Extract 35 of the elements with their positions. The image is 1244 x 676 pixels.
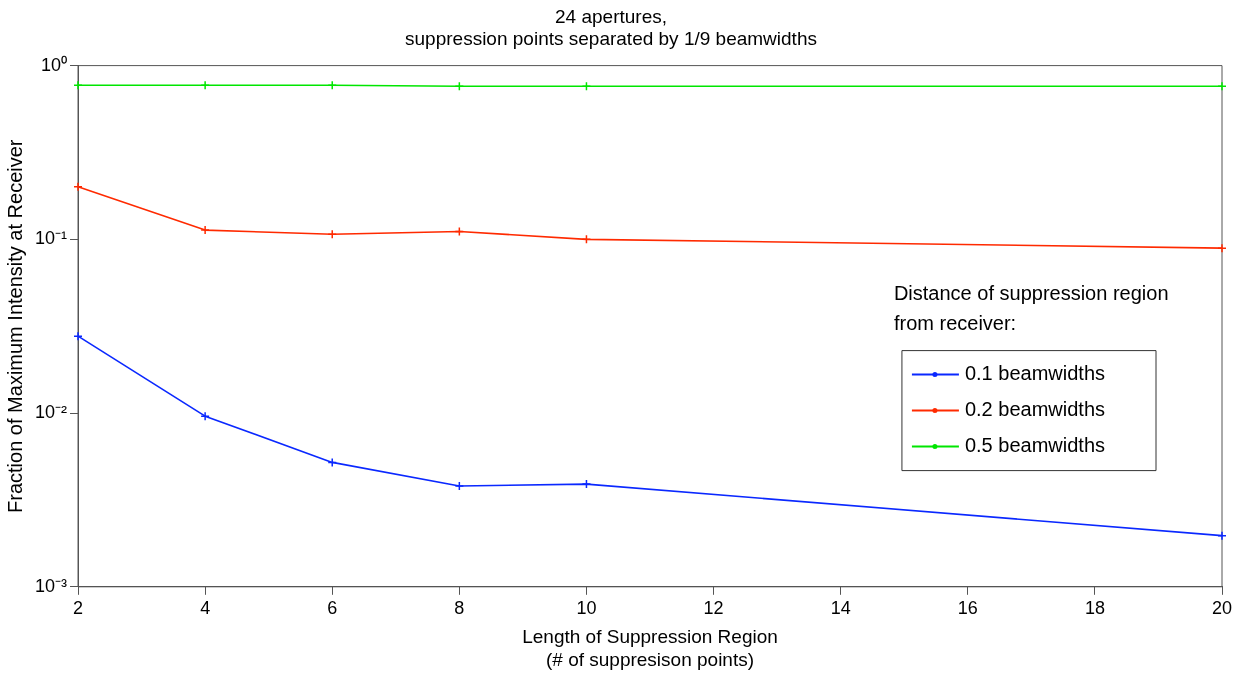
point <box>73 80 83 91</box>
point <box>200 225 210 235</box>
x-tick-label: 20 <box>1211 597 1233 618</box>
x-axis-title: Length of Suppression Region (# of suppresison points) <box>522 626 778 670</box>
legend-label: 0.1 beamwidths <box>964 362 1105 385</box>
y-axis-title: Fraction of Maximum Intensity at Receiver <box>3 139 26 513</box>
point <box>73 331 83 341</box>
chart-title: 24 apertures, suppression points separated by 1/9 beamwidths <box>405 5 817 50</box>
point <box>1217 81 1227 92</box>
point <box>327 457 337 468</box>
legend-label: 0.5 beamwidths <box>964 434 1105 457</box>
x-tick-label: 14 <box>830 597 851 618</box>
legend-label: 0.2 beamwidths <box>964 398 1105 421</box>
point <box>1217 530 1227 541</box>
x-tick-label: 2 <box>73 597 84 618</box>
x-tick-label: 10 <box>576 597 597 618</box>
point <box>327 80 337 91</box>
x-tick-label: 4 <box>200 597 211 618</box>
point <box>1217 243 1227 253</box>
legend-title: Distance of suppression region from receiver: <box>893 282 1169 335</box>
point <box>454 481 465 491</box>
x-tick-label: 18 <box>1084 597 1105 618</box>
point <box>200 80 210 91</box>
x-tick-label: 12 <box>703 597 724 618</box>
point <box>581 479 592 489</box>
x-tick-label: 8 <box>454 597 465 618</box>
x-tick-label: 16 <box>957 597 978 618</box>
point <box>327 229 337 239</box>
y-tick-label: 10⁰ <box>40 54 68 75</box>
point <box>200 411 210 421</box>
x-tick-label: 6 <box>327 597 338 618</box>
y-tick-label: 10⁻² <box>35 402 68 423</box>
point <box>73 181 83 192</box>
y-tick-label: 10⁻¹ <box>35 228 68 249</box>
y-tick-label: 10⁻³ <box>35 575 68 596</box>
